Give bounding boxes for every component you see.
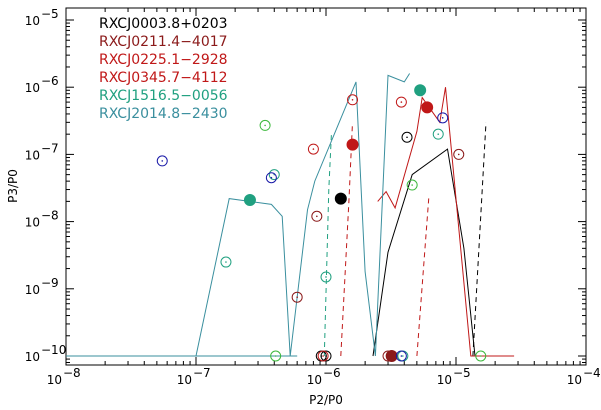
y-tick-label: 10 [25, 148, 40, 162]
legend-entry: RXCJ0211.4−4017 [99, 34, 228, 50]
open-point [406, 179, 418, 191]
open-point [259, 119, 271, 131]
x-tick-label: 10 [567, 373, 582, 387]
y-tick-label-exp: −10 [41, 343, 66, 357]
x-tick-label: 10 [47, 373, 62, 387]
x-tick-label-exp: −4 [583, 366, 601, 380]
filled-point [421, 101, 434, 114]
legend-entry: RXCJ2014.8−2430 [99, 106, 228, 122]
x-tick-label: 10 [437, 373, 452, 387]
y-axis-label: P3/P0 [6, 169, 20, 203]
open-point-dot [457, 153, 460, 156]
filled-point [346, 138, 359, 151]
open-point [311, 210, 323, 222]
open-point [268, 169, 280, 181]
open-point-dot [264, 124, 266, 127]
open-point-dot [325, 276, 327, 278]
open-point-dot [296, 296, 298, 298]
x-tick-label: 10 [177, 373, 192, 387]
open-point [437, 112, 449, 124]
series-line [66, 73, 411, 357]
filled-point [243, 193, 256, 206]
y-tick-label-exp: −6 [41, 74, 59, 88]
open-point-dot [406, 136, 408, 139]
open-point [307, 143, 319, 155]
open-point-dot [411, 184, 413, 186]
open-point-dot [274, 355, 277, 357]
series-layer [66, 73, 515, 362]
open-point-dot [312, 148, 315, 150]
open-point-dot [441, 117, 444, 119]
open-point [220, 256, 232, 268]
open-point-dot [351, 98, 354, 101]
y-tick-label-exp: −7 [41, 141, 59, 155]
open-point [291, 291, 303, 303]
y-tick-label: 10 [25, 81, 40, 95]
open-point [317, 350, 329, 362]
open-point [347, 94, 359, 106]
legend: RXCJ0003.8+0203 RXCJ0211.4−4017 RXCJ0225… [99, 16, 228, 122]
series-dashed-line [340, 122, 353, 357]
open-point-dot [161, 160, 164, 162]
legend-entry: RXCJ0225.1−2928 [99, 52, 228, 68]
open-point-dot [479, 355, 482, 357]
x-tick-label-exp: −8 [63, 366, 81, 380]
x-axis-label: P2/P0 [309, 393, 343, 407]
open-point-dot [400, 101, 403, 103]
series-line [372, 148, 476, 357]
legend-entry: RXCJ0003.8+0203 [99, 16, 228, 32]
open-point [265, 172, 277, 184]
y-tick-label: 10 [25, 14, 40, 28]
open-point [320, 271, 332, 283]
y-tick-label: 10 [25, 216, 40, 230]
open-point [156, 155, 168, 167]
open-point-dot [325, 355, 327, 357]
open-point [320, 350, 332, 362]
series-dashed-line [416, 194, 430, 357]
series-line [377, 87, 515, 357]
x-tick-label-exp: −6 [323, 366, 341, 380]
x-tick-label: 10 [307, 373, 322, 387]
legend-entry: RXCJ0345.7−4112 [99, 70, 228, 86]
y-tick-label: 10 [25, 350, 40, 364]
open-point [453, 148, 465, 160]
open-point [475, 350, 487, 362]
filled-point [334, 192, 347, 205]
open-point-dot [322, 355, 324, 357]
open-point [401, 131, 413, 143]
x-tick-label-exp: −7 [193, 366, 211, 380]
filled-point [385, 350, 398, 362]
open-point-dot [400, 355, 403, 357]
legend-entry: RXCJ1516.5−0056 [99, 88, 228, 104]
x-tick-label-exp: −5 [453, 366, 471, 380]
open-point [270, 350, 282, 362]
open-point-dot [270, 176, 273, 179]
open-point-dot [402, 355, 404, 357]
series-dashed-line [323, 134, 332, 357]
y-tick-label-exp: −8 [41, 209, 59, 223]
filled-point [414, 84, 427, 97]
open-point-dot [225, 261, 227, 263]
open-point [432, 128, 444, 140]
open-point [395, 96, 407, 108]
series-dashed-line [472, 122, 487, 357]
open-point [395, 350, 407, 362]
open-point-dot [316, 215, 318, 218]
y-tick-label-exp: −5 [41, 7, 59, 21]
y-tick-label-exp: −9 [41, 276, 59, 290]
y-tick-label: 10 [25, 283, 40, 297]
open-point-dot [437, 133, 440, 135]
